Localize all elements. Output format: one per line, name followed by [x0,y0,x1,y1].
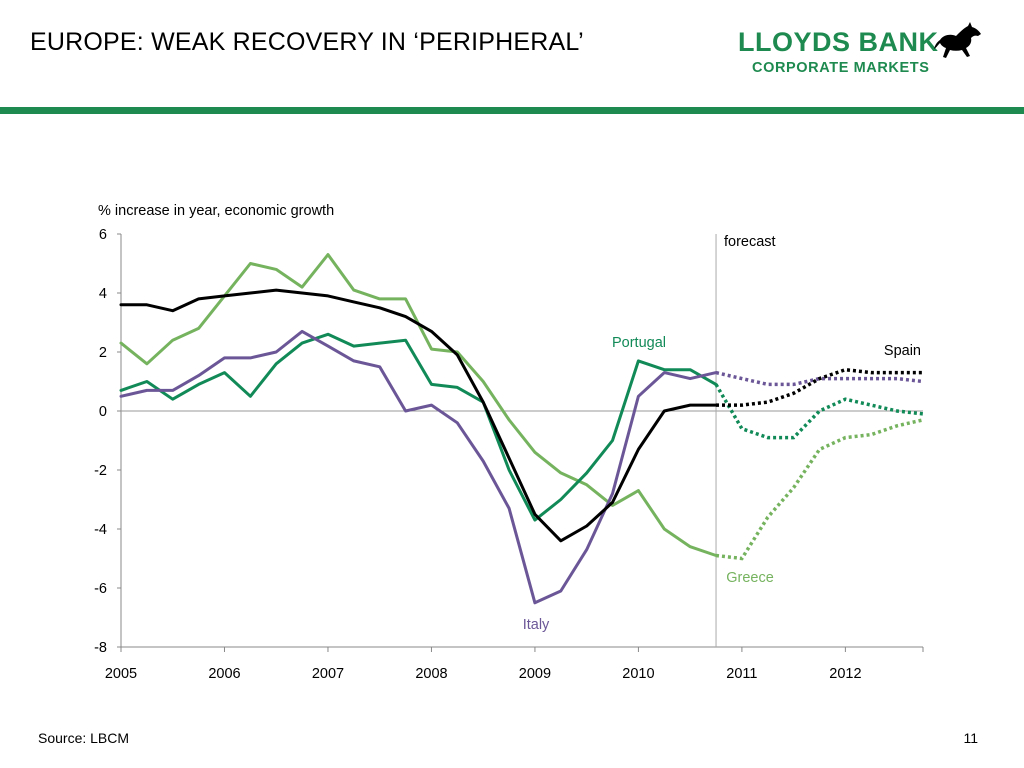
y-axis-label: % increase in year, economic growth [98,203,334,219]
x-tick-label: 2005 [105,666,137,682]
forecast-label: forecast [724,234,776,250]
header-divider [0,107,1024,114]
x-tick-label: 2010 [622,666,654,682]
series-italy-actual [119,329,718,605]
series-label-italy: Italy [523,617,550,633]
y-tick-label: 0 [99,404,107,420]
black-horse-icon [934,22,981,58]
y-tick-label: 4 [99,286,107,302]
series-label-portugal: Portugal [612,335,666,351]
y-tick-label: -8 [94,640,107,656]
lloyds-bank-logo: LLOYDS BANK CORPORATE MARKETS [738,22,988,78]
series-label-spain: Spain [884,343,921,359]
series-greece-actual [119,253,718,557]
x-tick-label: 2006 [208,666,240,682]
series-portugal-forecast [714,383,924,440]
x-tick-label: 2011 [726,666,757,682]
series-label-greece: Greece [726,570,774,586]
slide-title: EUROPE: WEAK RECOVERY IN ‘PERIPHERAL’ [30,28,584,56]
source-note: Source: LBCM [38,730,130,746]
series-spain-actual [119,288,718,543]
series-portugal-actual [119,332,718,522]
series-spain-forecast [716,367,923,407]
x-tick-label: 2009 [519,666,551,682]
x-tick-label: 2012 [829,666,861,682]
logo-subtitle: CORPORATE MARKETS [752,60,930,76]
logo-wordmark: LLOYDS BANK [738,27,939,57]
series-greece-forecast [715,418,924,561]
series-italy-forecast [715,370,924,387]
y-tick-label: 6 [99,227,107,243]
page-number: 11 [963,730,978,746]
y-tick-label: -4 [94,522,107,538]
y-tick-label: -2 [94,463,107,479]
y-tick-label: -6 [94,581,107,597]
x-tick-label: 2008 [415,666,447,682]
y-tick-label: 2 [99,345,107,361]
x-tick-label: 2007 [312,666,344,682]
